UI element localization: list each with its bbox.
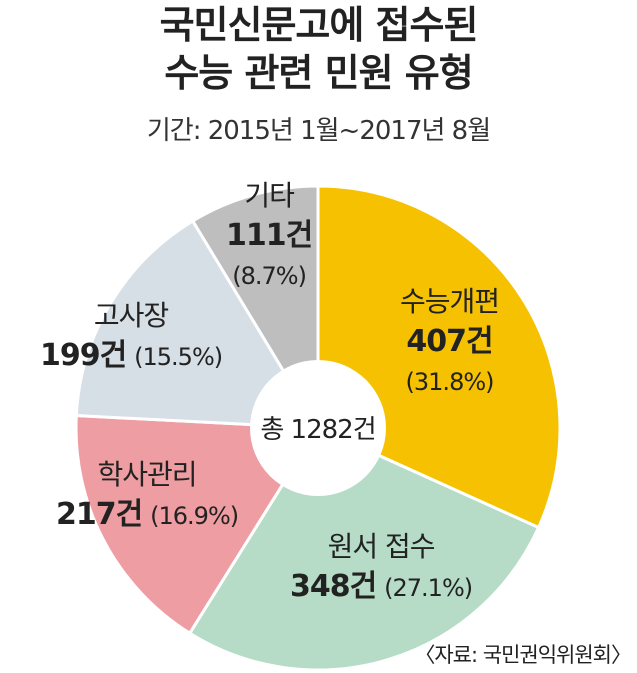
- slice-percent: (15.5%): [134, 343, 223, 371]
- slice-count: 348건: [290, 569, 377, 604]
- pie-slice-2: [74, 413, 321, 636]
- chart-title-line2: 수능 관련 민원 유형: [164, 51, 473, 95]
- slice-label-1: 원서 접수 348건 (27.1%): [290, 527, 473, 608]
- slice-name: 기타: [244, 179, 295, 212]
- slice-name: 원서 접수: [327, 530, 436, 563]
- slice-percent: (16.9%): [150, 502, 239, 530]
- slice-name: 수능개편: [400, 285, 500, 318]
- pie-slice-1: [187, 426, 541, 672]
- slice-label-2: 학사관리 217건 (16.9%): [56, 455, 239, 536]
- slice-count: 217건: [56, 497, 143, 532]
- slice-name: 고사장: [93, 299, 169, 332]
- slice-percent: (27.1%): [384, 574, 473, 602]
- slice-count: 111건: [226, 218, 313, 253]
- source-note: 〈자료: 국민권익위원회〉: [414, 643, 632, 667]
- donut-hole: [250, 360, 386, 496]
- slice-label-0: 수능개편 407건 (31.8%): [400, 282, 500, 402]
- slice-percent: (31.8%): [405, 368, 495, 396]
- chart-subtitle: 기간: 2015년 1월~2017년 8월: [146, 116, 491, 146]
- slice-count: 199건: [40, 338, 127, 373]
- center-total-label: 총 1282건: [260, 415, 376, 445]
- slice-count: 407건: [406, 324, 493, 359]
- slice-percent: (8.7%): [232, 262, 307, 290]
- slice-label-4: 기타 111건 (8.7%): [226, 176, 313, 296]
- pie-slice-4: [190, 184, 320, 434]
- pie-slice-3: [74, 218, 321, 430]
- chart-title-line1: 국민신문고에 접수된: [159, 3, 479, 47]
- slice-label-3: 고사장 199건 (15.5%): [40, 296, 223, 377]
- slice-name: 학사관리: [97, 458, 198, 491]
